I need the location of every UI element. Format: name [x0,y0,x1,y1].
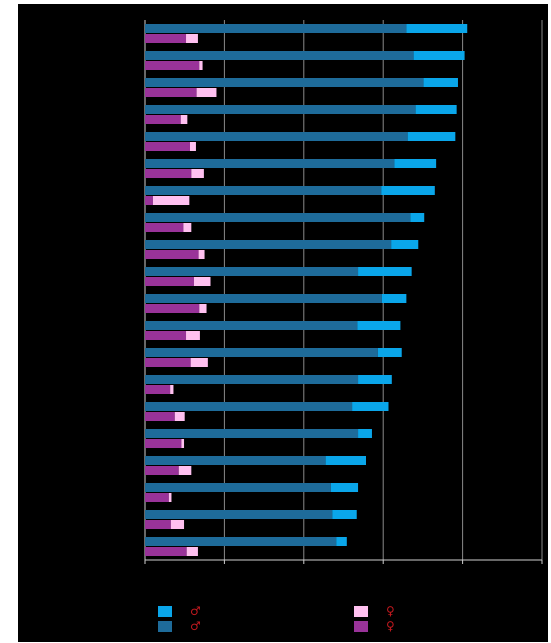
bar-female-light [174,412,185,421]
bar-female-light [170,385,174,394]
bar-female-dark [145,385,171,394]
bar-male-dark [145,321,358,330]
bar-female-dark [145,61,200,70]
bar-male-dark [145,24,407,33]
bar-female-dark [145,196,153,205]
bar-male-dark [145,159,395,168]
bar-female-light [181,439,185,448]
bar-female-dark [145,547,187,556]
female-symbol-icon: ♀ [386,604,395,618]
bar-female-light [168,493,172,502]
bar-male-light [330,483,359,492]
bar-male-light [377,348,402,357]
bar-female-light [152,196,190,205]
bar-male-light [325,456,366,465]
bar-male-light [357,321,401,330]
male-symbol-icon: ♂ [190,604,201,618]
bar-male-light [410,213,425,222]
bar-male-light [358,267,412,276]
legend-item-male-dark: ♂ [158,620,201,632]
bar-female-dark [145,142,190,151]
bar-female-dark [145,493,169,502]
bar-male-dark [145,456,326,465]
bar-female-light [196,88,217,97]
bar-male-dark [145,537,337,546]
bar-male-light [423,78,458,87]
bar-male-light [406,24,468,33]
bar-male-dark [145,429,359,438]
bar-female-light [199,304,207,313]
bar-female-dark [145,223,184,232]
legend-swatch-male-dark [158,620,172,632]
bar-male-light [352,402,389,411]
bar-female-light [178,466,192,475]
bar-female-dark [145,34,187,43]
bar-female-light [180,115,188,124]
bar-female-dark [145,439,182,448]
male-symbol-icon: ♂ [190,619,201,633]
bar-male-dark [145,510,333,519]
legend-swatch-female-light [354,605,368,617]
bar-female-dark [145,331,187,340]
bar-male-light [413,51,465,60]
bar-male-light [336,537,347,546]
bar-male-light [381,294,407,303]
bar-female-dark [145,169,192,178]
legend-item-male-light: ♂ [158,605,201,617]
bar-female-light [193,277,211,286]
bar-female-light [199,61,203,70]
bar-female-dark [145,277,194,286]
bar-female-light [191,169,204,178]
bar-female-light [183,223,192,232]
bar-chart [144,20,543,564]
bar-male-light [358,375,392,384]
bar-male-dark [145,294,382,303]
bar-male-light [394,159,437,168]
legend-swatch-female-dark [354,620,368,632]
bar-male-light [391,240,419,249]
bar-female-dark [145,412,175,421]
bar-female-light [190,358,208,367]
bar-male-dark [145,105,416,114]
bar-male-dark [145,375,359,384]
bar-female-light [186,34,198,43]
bar-male-dark [145,213,411,222]
bar-female-light [170,520,185,529]
bar-male-light [407,132,456,141]
bar-female-light [198,250,205,259]
bar-male-dark [145,483,331,492]
bar-male-light [381,186,435,195]
bar-female-dark [145,115,181,124]
legend-item-female-light: ♀ [354,605,395,617]
female-symbol-icon: ♀ [386,619,395,633]
legend-item-female-dark: ♀ [354,620,395,632]
bar-male-dark [145,402,353,411]
bar-female-light [186,331,200,340]
bar-male-light [332,510,357,519]
bar-male-dark [145,78,424,87]
bar-male-dark [145,267,359,276]
bar-female-dark [145,520,171,529]
bar-male-dark [145,186,382,195]
bar-female-dark [145,250,199,259]
bar-male-dark [145,240,392,249]
bar-female-dark [145,304,200,313]
bar-female-light [189,142,196,151]
bar-male-light [358,429,372,438]
bar-female-light [186,547,198,556]
bar-male-dark [145,132,408,141]
bar-female-dark [145,358,191,367]
bar-male-dark [145,51,414,60]
legend-swatch-male-light [158,605,172,617]
bar-female-dark [145,466,179,475]
chart-frame: ♂ ♂ ♀ ♀ [18,4,548,642]
bar-male-dark [145,348,378,357]
bar-female-dark [145,88,197,97]
bar-male-light [415,105,457,114]
